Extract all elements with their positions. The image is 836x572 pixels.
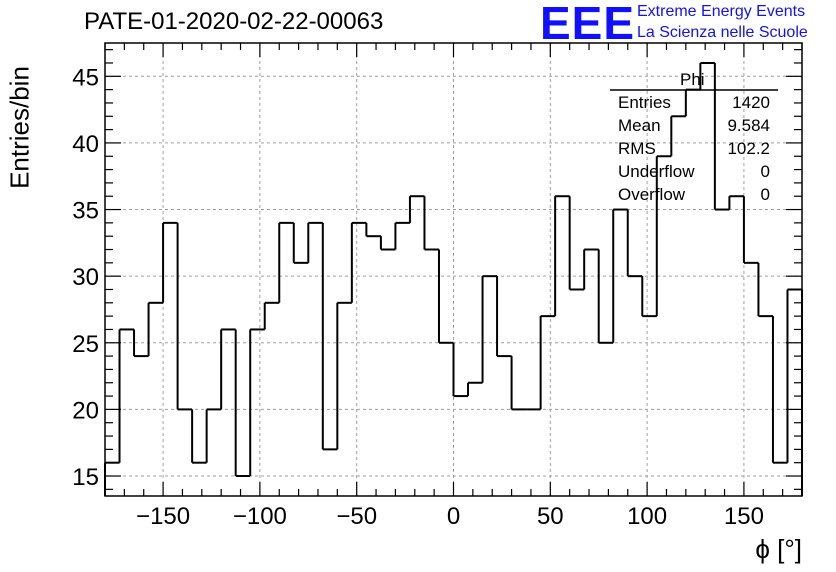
x-tick-label: 150 xyxy=(724,503,764,530)
x-tick-label: −50 xyxy=(336,503,377,530)
y-tick-label: 20 xyxy=(72,397,99,424)
y-axis-label: Entries/bin xyxy=(4,66,35,189)
stats-label-underflow: Underflow xyxy=(618,162,695,181)
grid-lines xyxy=(105,43,802,496)
x-tick-label: −100 xyxy=(233,503,287,530)
x-tick-label: 100 xyxy=(627,503,667,530)
stats-label-overflow: Overflow xyxy=(618,185,686,204)
x-axis-label: ϕ [°] xyxy=(755,534,802,564)
y-tick-label: 40 xyxy=(72,131,99,158)
stats-value-mean: 9.584 xyxy=(727,116,770,135)
eee-logo: EEE xyxy=(540,0,636,49)
x-tick-label: 50 xyxy=(537,503,564,530)
stats-label-entries: Entries xyxy=(618,93,671,112)
stats-value-entries: 1420 xyxy=(732,93,770,112)
stats-value-overflow: 0 xyxy=(760,185,770,204)
histogram-series xyxy=(104,61,803,496)
chart-title: PATE-01-2020-02-22-00063 xyxy=(84,8,384,35)
stats-label-mean: Mean xyxy=(618,116,661,135)
stats-box-title: Phi xyxy=(680,70,705,89)
y-tick-label: 30 xyxy=(72,264,99,291)
y-tick-label: 25 xyxy=(72,331,99,358)
y-tick-label: 15 xyxy=(72,464,99,491)
stats-value-rms: 102.2 xyxy=(727,139,770,158)
stats-value-underflow: 0 xyxy=(760,162,770,181)
logo-line-2: La Scienza nelle Scuole xyxy=(637,24,808,41)
x-tick-label: −150 xyxy=(136,503,190,530)
axis-ticks: −150 −100 −50 0 50 100 150 15 20 25 30 35 40 45 xyxy=(72,43,803,530)
stats-label-rms: RMS xyxy=(618,139,656,158)
logo-line-1: Extreme Energy Events xyxy=(637,3,806,20)
x-tick-label: 0 xyxy=(447,503,460,530)
y-tick-label: 35 xyxy=(72,198,99,225)
y-tick-label: 45 xyxy=(72,64,99,91)
